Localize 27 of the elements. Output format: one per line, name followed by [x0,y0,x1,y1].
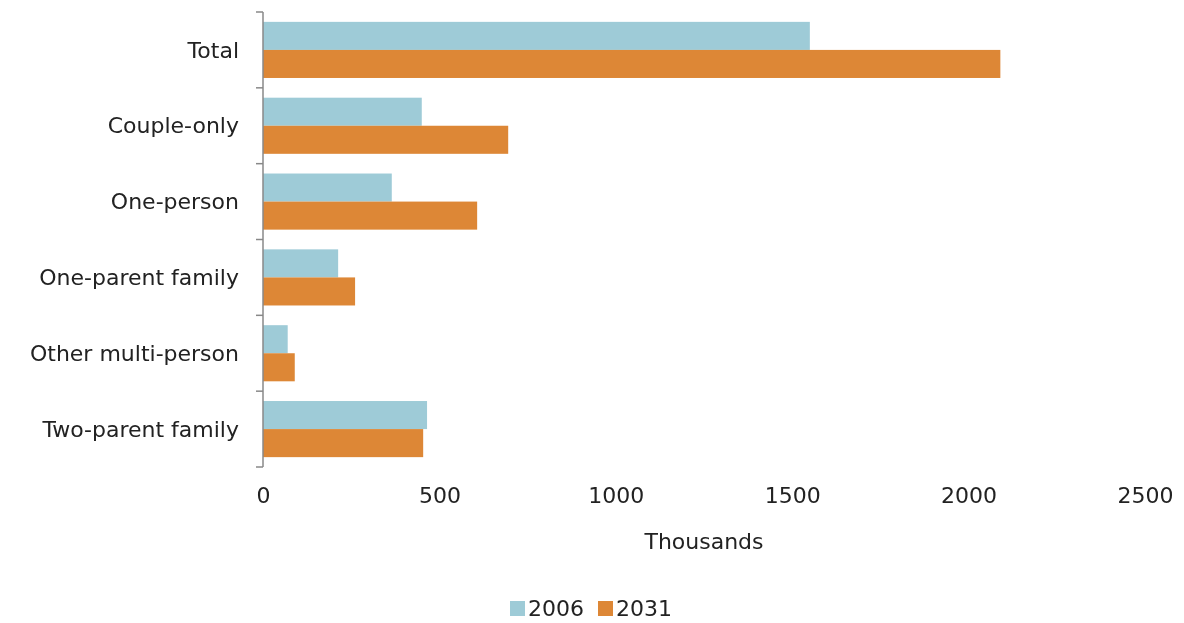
bar [263,201,478,230]
bar [263,325,288,354]
y-tick-label: Two-parent family [41,416,239,442]
y-tick-label: Couple-only [107,113,239,139]
x-tick-label: 500 [418,482,461,508]
bar [263,429,424,458]
bar [263,173,392,202]
x-axis-title: Thousands [643,529,764,554]
x-tick-label: 2000 [941,482,998,508]
bar [263,277,356,306]
x-tick-label: 1000 [588,482,645,508]
bar [263,401,428,430]
legend-label: 2031 [616,596,672,621]
bar [263,353,295,382]
bar [263,21,810,50]
y-tick-label: One-person [110,189,239,215]
x-tick-label: 2500 [1117,482,1174,508]
y-tick-label: Total [186,37,239,63]
y-tick-label: Other multi-person [29,340,239,366]
bar [263,125,509,154]
bar [263,249,339,278]
bar [263,49,1001,78]
x-tick-label: 0 [256,482,271,508]
x-tick-label: 1500 [764,482,821,508]
legend-label: 2006 [528,596,584,621]
y-tick-label: One-parent family [39,265,239,291]
bar [263,97,422,126]
